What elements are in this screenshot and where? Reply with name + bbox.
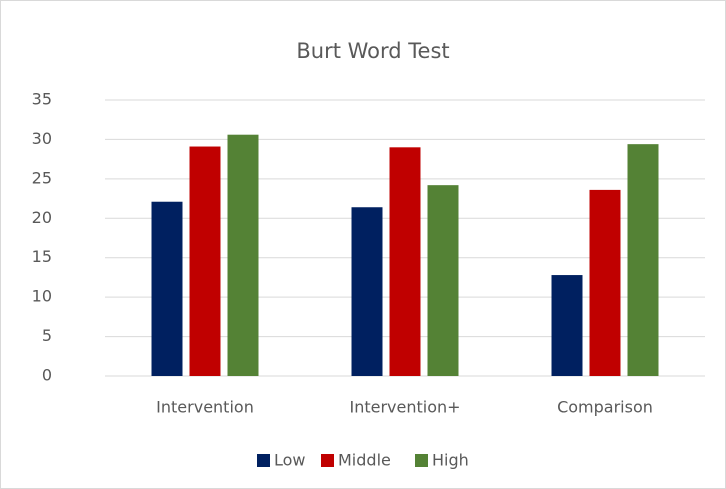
- x-tick-label: Comparison: [557, 398, 653, 417]
- bar: [227, 134, 259, 376]
- legend-swatch: [321, 454, 334, 467]
- legend-swatch: [415, 454, 428, 467]
- legend-label: Middle: [338, 451, 391, 470]
- bar: [427, 185, 459, 376]
- y-tick-label: 5: [42, 326, 52, 345]
- bar: [627, 144, 659, 376]
- x-tick-label: Intervention+: [349, 398, 460, 417]
- y-tick-label: 0: [42, 366, 52, 385]
- y-tick-label: 15: [32, 247, 52, 266]
- bar: [589, 189, 621, 376]
- legend-label: Low: [274, 451, 306, 470]
- y-tick-label: 30: [32, 129, 52, 148]
- legend-swatch: [257, 454, 270, 467]
- legend-label: High: [432, 451, 469, 470]
- y-tick-label: 25: [32, 168, 52, 187]
- bar: [551, 275, 583, 376]
- x-tick-label: Intervention: [156, 398, 254, 417]
- bar: [351, 207, 383, 376]
- bar: [151, 201, 183, 376]
- bar: [189, 146, 221, 376]
- y-tick-label: 35: [32, 90, 52, 109]
- chart-title: Burt Word Test: [296, 39, 449, 63]
- y-tick-label: 10: [32, 287, 52, 306]
- bar: [389, 147, 421, 376]
- y-tick-label: 20: [32, 208, 52, 227]
